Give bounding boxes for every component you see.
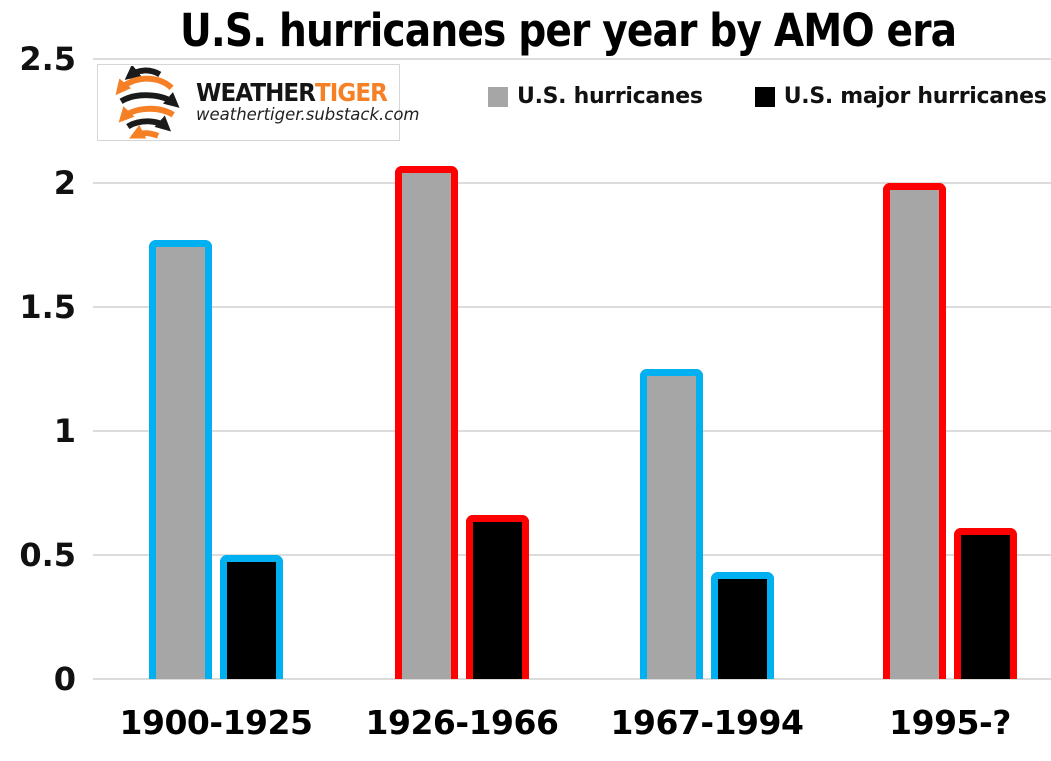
gridline <box>93 58 1051 60</box>
legend-swatch <box>488 86 508 107</box>
gridline <box>93 554 1051 556</box>
gridline <box>93 306 1051 308</box>
x-axis-category-label: 1967-1994 <box>610 703 804 742</box>
brand-weather: WEATHER <box>196 78 316 108</box>
bar-major-hurricanes-1995-? <box>954 528 1017 679</box>
y-axis-tick-label: 2 <box>53 164 76 202</box>
legend-item: U.S. hurricanes <box>488 84 703 109</box>
weathertiger-logo: WEATHERTIGER weathertiger.substack.com <box>97 64 419 141</box>
chart-title: U.S. hurricanes per year by AMO era <box>179 3 957 57</box>
legend-label: U.S. major hurricanes <box>783 84 1047 109</box>
bar-hurricanes-1995-? <box>883 183 946 679</box>
legend: U.S. hurricanes U.S. major hurricanes <box>488 84 1047 109</box>
bar-hurricanes-1926-1966 <box>395 166 458 679</box>
bar-hurricanes-1967-1994 <box>640 369 703 679</box>
bar-hurricanes-1900-1925 <box>149 240 212 679</box>
x-axis-category-label: 1926-1966 <box>365 703 559 742</box>
x-axis-category-label: 1995-? <box>889 703 1011 742</box>
bar-major-hurricanes-1926-1966 <box>466 515 529 679</box>
bar-major-hurricanes-1967-1994 <box>711 572 774 679</box>
y-axis-tick-label: 1.5 <box>19 288 76 326</box>
hurricane-swirl-icon <box>115 65 180 139</box>
y-axis-tick-label: 1 <box>53 412 76 450</box>
gridline <box>93 430 1051 432</box>
y-axis-tick-label: 0 <box>53 660 76 698</box>
x-axis-category-label: 1900-1925 <box>119 703 313 742</box>
y-axis-tick-label: 2.5 <box>19 40 76 78</box>
gridline <box>93 182 1051 184</box>
brand-subtitle: weathertiger.substack.com <box>196 105 420 126</box>
legend-item: U.S. major hurricanes <box>754 84 1047 109</box>
chart-title-wrap: U.S. hurricanes per year by AMO era <box>85 0 1051 60</box>
y-axis-tick-label: 0.5 <box>19 536 76 574</box>
brand-name: WEATHERTIGER <box>196 78 408 108</box>
gridline <box>93 678 1051 680</box>
bar-major-hurricanes-1900-1925 <box>220 555 283 679</box>
legend-swatch <box>754 86 775 107</box>
legend-label: U.S. hurricanes <box>517 84 703 109</box>
brand-tiger: TIGER <box>315 78 388 108</box>
logo-text: WEATHERTIGER weathertiger.substack.com <box>196 78 426 126</box>
